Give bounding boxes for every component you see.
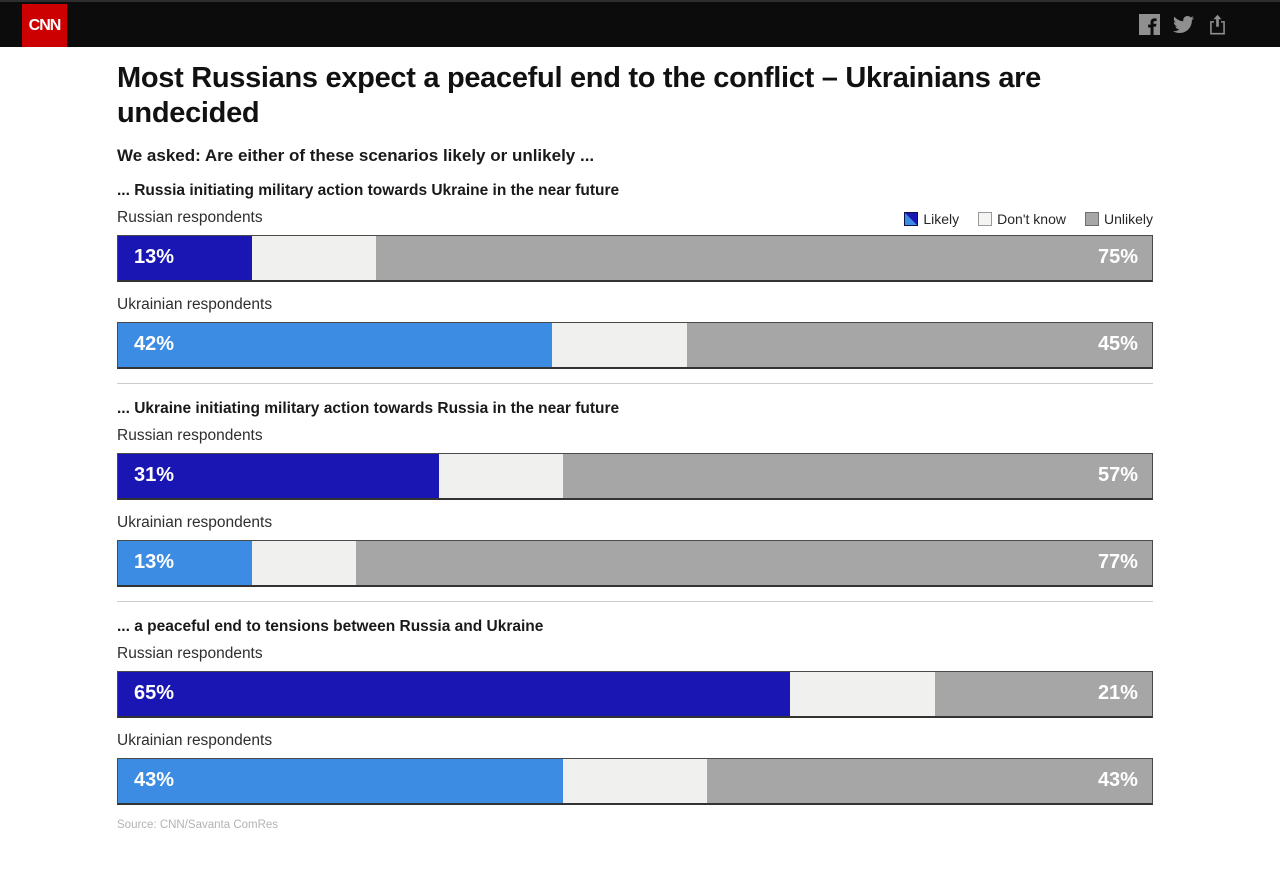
segment-value-label: 21% [1097,682,1138,705]
respondent-group-label: Russian respondents [117,426,263,444]
segment-value-label: 43% [134,769,175,792]
segment-dont-know [552,322,687,367]
respondent-group-label: Russian respondents [117,644,263,662]
chart-section: ... Russia initiating military action to… [117,182,1153,384]
segment-dont-know [790,671,935,716]
legend-swatch-unlikely-icon [1084,211,1099,226]
segment-value-label: 13% [134,246,175,269]
legend-item-unlikely: Unlikely [1084,210,1153,227]
segment-value-label: 45% [1097,333,1138,356]
chart-section: ... a peaceful end to tensions between R… [117,618,1153,805]
source-attribution: Source: CNN/Savanta ComRes [117,818,279,831]
segment-value-label: 13% [134,551,175,574]
segment-value-label: 75% [1097,246,1138,269]
segment-value-label: 31% [134,464,175,487]
legend-label: Likely [923,210,960,227]
row-label-line: Ukrainian respondents [117,296,1153,314]
respondent-group-label: Ukrainian respondents [117,731,273,749]
legend-item-dontknow: Don't know [978,211,1066,227]
segment-dont-know [562,758,708,803]
segment-dont-know [252,235,377,280]
segment-likely: 65% [118,671,791,716]
chart-sections: ... Russia initiating military action to… [117,182,1153,805]
legend-swatch-dontknow-icon [978,211,993,226]
row-label-line: Ukrainian respondents [117,514,1153,532]
stacked-bar: 31% 57% [117,452,1153,500]
segment-likely: 13% [118,235,253,280]
segment-unlikely: 21% [934,671,1152,716]
chart-section: ... Ukraine initiating military action t… [117,400,1153,602]
chart-legend: Likely Don't know Unlikely [904,211,1153,227]
row-label-line: Russian respondents [117,645,1153,663]
respondent-group-label: Ukrainian respondents [117,513,273,531]
stacked-bar: 65% 21% [117,670,1153,718]
segment-unlikely: 77% [355,540,1152,585]
share-upload-icon[interactable] [1207,14,1228,35]
segment-likely: 31% [118,453,439,498]
segment-likely: 43% [118,758,563,803]
segment-value-label: 42% [134,333,175,356]
row-label-line: Ukrainian respondents [117,732,1153,750]
facebook-icon[interactable] [1139,14,1160,35]
segment-value-label: 43% [1097,769,1138,792]
top-nav-bar: CNN [0,0,1280,47]
section-heading: ... Ukraine initiating military action t… [117,399,620,417]
legend-swatch-likely-icon [904,211,919,226]
cnn-logo-text: CNN [28,16,62,34]
section-divider [117,600,1153,602]
segment-unlikely: 57% [562,453,1152,498]
section-heading: ... Russia initiating military action to… [117,181,620,199]
row-label-line: Russian respondents [117,427,1153,445]
stacked-bar: 43% 43% [117,757,1153,805]
respondent-group-label: Russian respondents [117,208,263,226]
segment-value-label: 57% [1097,464,1138,487]
chart-article: Most Russians expect a peaceful end to t… [117,61,1153,831]
legend-label: Unlikely [1103,210,1153,227]
segment-unlikely: 45% [686,322,1152,367]
segment-dont-know [438,453,563,498]
cnn-logo[interactable]: CNN [22,4,67,47]
section-heading: ... a peaceful end to tensions between R… [117,617,544,635]
segment-value-label: 77% [1097,551,1138,574]
respondent-group-label: Ukrainian respondents [117,295,273,313]
section-divider [117,382,1153,384]
chart-question-subtitle: We asked: Are either of these scenarios … [117,145,595,165]
segment-likely: 13% [118,540,253,585]
segment-value-label: 65% [134,682,175,705]
segment-unlikely: 43% [707,758,1152,803]
page-title: Most Russians expect a peaceful end to t… [117,62,1041,130]
social-share-group [1139,2,1228,47]
segment-likely: 42% [118,322,553,367]
stacked-bar: 13% 77% [117,539,1153,587]
stacked-bar: 42% 45% [117,321,1153,369]
segment-unlikely: 75% [376,235,1152,280]
twitter-icon[interactable] [1173,14,1194,35]
row-label-line: Russian respondents Likely Don't know Unlik… [117,209,1153,227]
segment-dont-know [252,540,356,585]
stacked-bar: 13% 75% [117,234,1153,282]
legend-label: Don't know [997,210,1066,227]
legend-item-likely: Likely [904,211,959,227]
